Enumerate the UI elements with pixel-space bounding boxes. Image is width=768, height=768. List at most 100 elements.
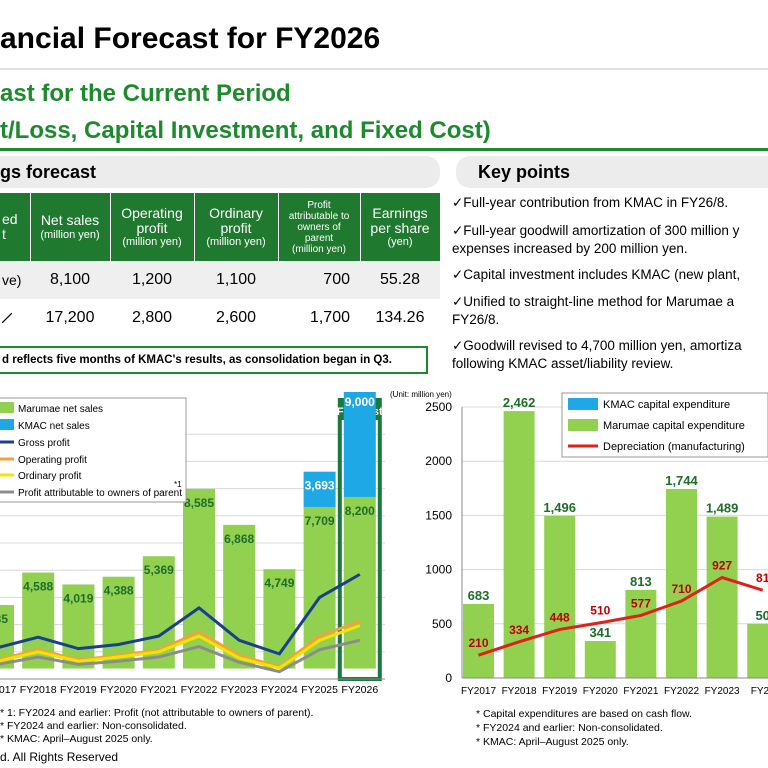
x-tick-label: FY2022 [664,686,699,697]
legend-box [0,397,187,503]
depreciation-label: 81 [756,571,768,585]
x-tick-label: FY2017 [461,686,496,697]
x-tick-label: FY20 [751,686,768,697]
chart1-footnote: * KMAC: April–August 2025 only. [0,733,153,745]
footnote-marker: *1 [174,480,182,489]
y-tick-label: 2500 [425,400,452,414]
key-point-4: ✓Unified to straight-line method for Mar… [452,294,735,309]
x-tick-label: FY2019 [60,684,97,696]
x-tick-label: FY2026 [341,684,378,696]
marumae-net-sales-bar [62,584,95,669]
key-points-header: Key points [456,156,768,188]
capex-bar-label: 50 [755,608,768,623]
depreciation-label: 448 [550,610,570,624]
table-row: 17,200 2,800 2,600 1,700 134.26 [0,299,440,337]
marumae-net-sales-bar [0,605,14,669]
legend-label: Operating profit [18,455,87,466]
marumae-capex-bar [747,623,768,678]
marumae-bar-label: 4,749 [264,576,294,590]
header-ordinary-profit: Ordinary profit (million yen) [194,193,279,261]
cell-profit-attributable: 1,700 [309,309,350,326]
key-point-5: ✓Goodwill revised to 4,700 million yen, … [452,338,742,353]
key-points-title: Key points [478,162,571,182]
capex-bar-label: 683 [468,588,490,603]
depreciation-label: 710 [671,582,691,596]
header-profit-attributable: Profit attributable to owners of parent (mil… [278,193,361,261]
x-tick-label: FY2025 [301,684,338,696]
capex-bar-label: 341 [589,625,611,640]
y-tick-label: 500 [432,617,452,631]
x-tick-label: FY2020 [583,686,618,697]
divider [0,68,768,70]
kmac-net-sales-bar [343,392,376,497]
key-point-4-cont: FY26/8. [452,312,500,327]
sales-profit-chart: Forecast035FY20174,588FY20184,019FY20194… [0,392,385,696]
depreciation-label: 927 [712,559,732,573]
marumae-capex-bar [706,516,738,678]
header-eps: Earnings per share (yen) [360,193,441,261]
unit-label: (Unit: million yen) [390,390,452,399]
marumae-bar-label: 8,585 [184,496,214,510]
marumae-bar-label: 035 [0,612,8,626]
chart2-footnote: * KMAC: April–August 2025 only. [476,736,629,748]
marumae-bar-label: 5,369 [144,563,174,577]
marumae-capex-bar [463,603,494,678]
row-label: ve) [0,261,30,299]
row-label [0,299,30,337]
marumae-bar-label: 8,200 [345,504,375,518]
earnings-forecast-header: gs forecast [0,156,440,188]
profit-attributable-to-owners-of-parent-line [0,638,361,674]
capex-chart: (Unit: million yen) 0 500 1000 1500 2000 2500 6… [390,390,768,697]
section-heading: ast for the Current Period [0,80,291,107]
legend-label: Ordinary profit [18,471,82,482]
legend-swatch [568,398,598,410]
legend-label: Profit attributable to owners of parent [18,488,182,499]
key-point-3: ✓Capital investment includes KMAC (new p… [452,267,741,282]
x-tick-label: FY2023 [221,684,258,696]
section-subheading: t/Loss, Capital Investment, and Fixed Co… [0,117,491,144]
table-row: ve) 8,100 1,200 1,100 700 55.28 [0,261,440,299]
chart1-footnote: * FY2024 and earlier: Non-consolidated. [0,720,187,732]
cell-eps: 134.26 [375,309,425,326]
cell-profit-attributable: 700 [278,261,360,299]
table-header-row: ed t Net sales (million yen) Operating prof… [0,193,441,261]
gross-profit-line [0,573,361,656]
earnings-forecast-table: ed t Net sales (million yen) Operating prof… [0,193,441,337]
y-tick-label: 2000 [425,454,452,468]
kmac-net-sales-bar [303,471,336,508]
header-period: ed t [0,193,31,261]
copyright: d. All Rights Reserved [0,750,119,764]
y-tick-label: 0 [445,671,452,685]
kmac-bar-label: 9,000 [345,395,375,409]
capex-bar-label: 1,489 [706,501,739,516]
y-tick-label: 1500 [425,508,452,522]
marumae-bar-label: 4,388 [104,584,134,598]
legend-label: Depreciation (manufacturing) [603,441,745,453]
cell-ordinary-profit: 2,600 [215,309,257,326]
capex-bar-label: 2,462 [503,395,536,410]
key-point-2-cont: expenses increased by 200 million yen. [452,241,688,256]
chart2-footnote: * FY2024 and earlier: Non-consolidated. [476,722,663,734]
capex-bar-label: 1,496 [543,500,576,515]
depreciation-label: 577 [631,596,651,610]
marumae-capex-bar [584,641,616,678]
ordinary-profit-line [0,624,361,670]
cell-operating-profit: 1,200 [110,261,194,299]
x-tick-label: FY2022 [181,684,218,696]
marumae-net-sales-bar [223,524,256,669]
arrow-icon [1,312,13,324]
x-tick-label: FY2024 [261,684,298,696]
depreciation-label: 510 [590,604,610,618]
legend-label: Marumae capital expenditure [603,420,745,432]
cell-operating-profit: 2,800 [131,309,173,326]
header-operating-profit: Operating profit (million yen) [110,193,195,261]
marumae-capex-bar [625,589,657,678]
x-tick-label: FY2021 [140,684,177,696]
x-tick-label: FY2023 [705,686,740,697]
consolidation-note: d reflects five months of KMAC's results… [0,346,428,374]
marumae-bar-label: 6,868 [224,532,254,546]
depreciation-label: 210 [468,636,488,650]
cell-net-sales: 17,200 [45,309,95,326]
legend-swatch [0,402,14,413]
cell-ordinary-profit: 1,100 [194,261,278,299]
